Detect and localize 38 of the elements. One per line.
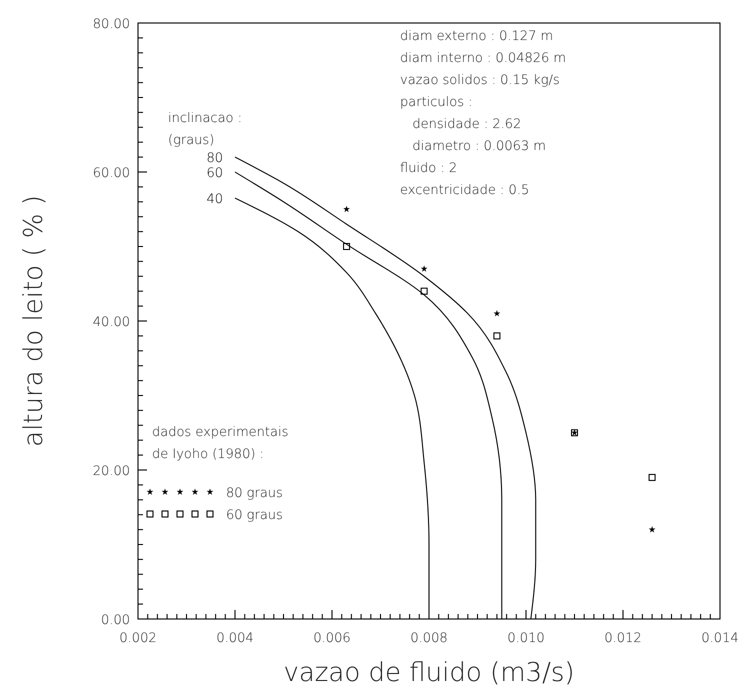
annotation: excentricidade : 0.5 bbox=[400, 183, 530, 198]
annotation: fluido : 2 bbox=[400, 161, 458, 176]
y-tick-label: 80.00 bbox=[92, 17, 130, 32]
series-label: 60 bbox=[206, 166, 223, 181]
point bbox=[343, 243, 350, 250]
x-tick-label: 0.012 bbox=[604, 631, 642, 646]
x-tick-label: 0.004 bbox=[216, 631, 254, 646]
point bbox=[343, 206, 350, 212]
point bbox=[493, 332, 500, 340]
x-axis-title: vazao de fluido (m3/s) bbox=[283, 658, 575, 688]
annotation: densidade : 2.62 bbox=[400, 117, 522, 132]
annotation: particulos : bbox=[400, 95, 473, 110]
legend-label: 60 graus bbox=[226, 508, 283, 523]
legend-label: 80 graus bbox=[226, 486, 283, 501]
x-tick-label: 0.002 bbox=[119, 631, 157, 646]
point bbox=[420, 288, 428, 295]
point bbox=[648, 526, 656, 532]
annotation: (graus) bbox=[168, 133, 214, 148]
point bbox=[494, 310, 500, 316]
annotation: diam externo : 0.127 m bbox=[400, 29, 554, 44]
y-tick-label: 0.00 bbox=[101, 613, 130, 628]
series-label: 80 bbox=[206, 151, 223, 166]
point bbox=[420, 265, 428, 272]
x-tick-label: 0.008 bbox=[410, 631, 448, 646]
annotation: diam interno : 0.04826 m bbox=[400, 51, 566, 66]
y-tick-label: 20.00 bbox=[92, 464, 130, 479]
point bbox=[648, 474, 656, 481]
legend-title: dados experimentais de Iyoho (1980) : bbox=[152, 425, 288, 462]
series-label: 40 bbox=[206, 192, 223, 208]
y-tick-label: 60.00 bbox=[92, 166, 130, 181]
annotation: vazao solidos : 0.15 kg/s bbox=[400, 73, 560, 88]
y-axis-title: altura do leito ( % ) bbox=[19, 195, 49, 447]
annotation: diametro : 0.0063 m bbox=[400, 139, 546, 154]
x-tick-label: 0.006 bbox=[313, 631, 351, 646]
y-tick-label: 40.00 bbox=[92, 315, 130, 330]
x-tick-label: 0.014 bbox=[701, 631, 739, 646]
x-tick-label: 0.010 bbox=[507, 631, 545, 646]
annotation: inclinacao : bbox=[168, 111, 242, 126]
